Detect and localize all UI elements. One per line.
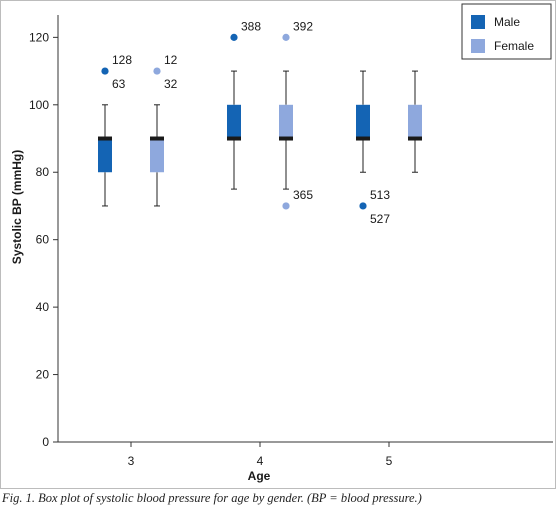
chart-frame <box>0 0 556 489</box>
box-female-4 <box>279 104 293 139</box>
y-tick-label: 100 <box>29 98 49 112</box>
median-line <box>227 136 241 141</box>
box-female-5 <box>408 104 422 139</box>
boxes <box>98 70 422 207</box>
median-line <box>356 136 370 141</box>
outlier-point <box>153 67 161 75</box>
axes: 0 20 40 60 80 100 120 3 4 5 <box>29 15 553 468</box>
y-tick-label: 0 <box>42 435 49 449</box>
x-tick-label: 5 <box>386 454 393 468</box>
outliers: 128 63 388 513 527 12 32 392 365 <box>101 19 390 226</box>
legend-swatch-female <box>471 39 485 53</box>
outlier-point <box>282 202 290 210</box>
outlier-label: 32 <box>164 77 178 91</box>
outlier-label: 392 <box>293 19 313 33</box>
legend: Male Female <box>461 3 552 60</box>
y-axis-title: Systolic BP (mmHg) <box>10 150 24 264</box>
outlier-label: 365 <box>293 188 313 202</box>
outlier-point <box>230 33 238 41</box>
figure-caption: Fig. 1. Box plot of systolic blood press… <box>2 491 422 505</box>
box-male-4 <box>227 104 241 139</box>
legend-label-female: Female <box>494 39 534 53</box>
y-tick-label: 120 <box>29 30 49 44</box>
y-tick-label: 60 <box>36 233 50 247</box>
outlier-label: 513 <box>370 188 390 202</box>
y-tick-label: 80 <box>36 165 50 179</box>
y-tick-label: 40 <box>36 300 50 314</box>
legend-label-male: Male <box>494 15 520 29</box>
outlier-label: 388 <box>241 19 261 33</box>
box-plot-chart: 0 20 40 60 80 100 120 3 4 5 128 63 388 513 527 12 32 392… <box>10 3 553 483</box>
box-female-3 <box>150 138 164 173</box>
box-male-5 <box>356 104 370 139</box>
median-line <box>98 136 112 141</box>
outlier-label: 12 <box>164 53 178 67</box>
outlier-label: 63 <box>112 77 126 91</box>
x-tick-label: 3 <box>128 454 135 468</box>
median-line <box>150 136 164 141</box>
outlier-label: 527 <box>370 212 390 226</box>
legend-swatch-male <box>471 15 485 29</box>
outlier-point <box>101 67 109 75</box>
box-male-3 <box>98 138 112 173</box>
median-line <box>408 136 422 141</box>
y-tick-label: 20 <box>36 368 50 382</box>
median-line <box>279 136 293 141</box>
outlier-point <box>282 33 290 41</box>
x-axis-title: Age <box>248 469 271 483</box>
x-tick-label: 4 <box>257 454 264 468</box>
outlier-label: 128 <box>112 53 132 67</box>
outlier-point <box>359 202 367 210</box>
